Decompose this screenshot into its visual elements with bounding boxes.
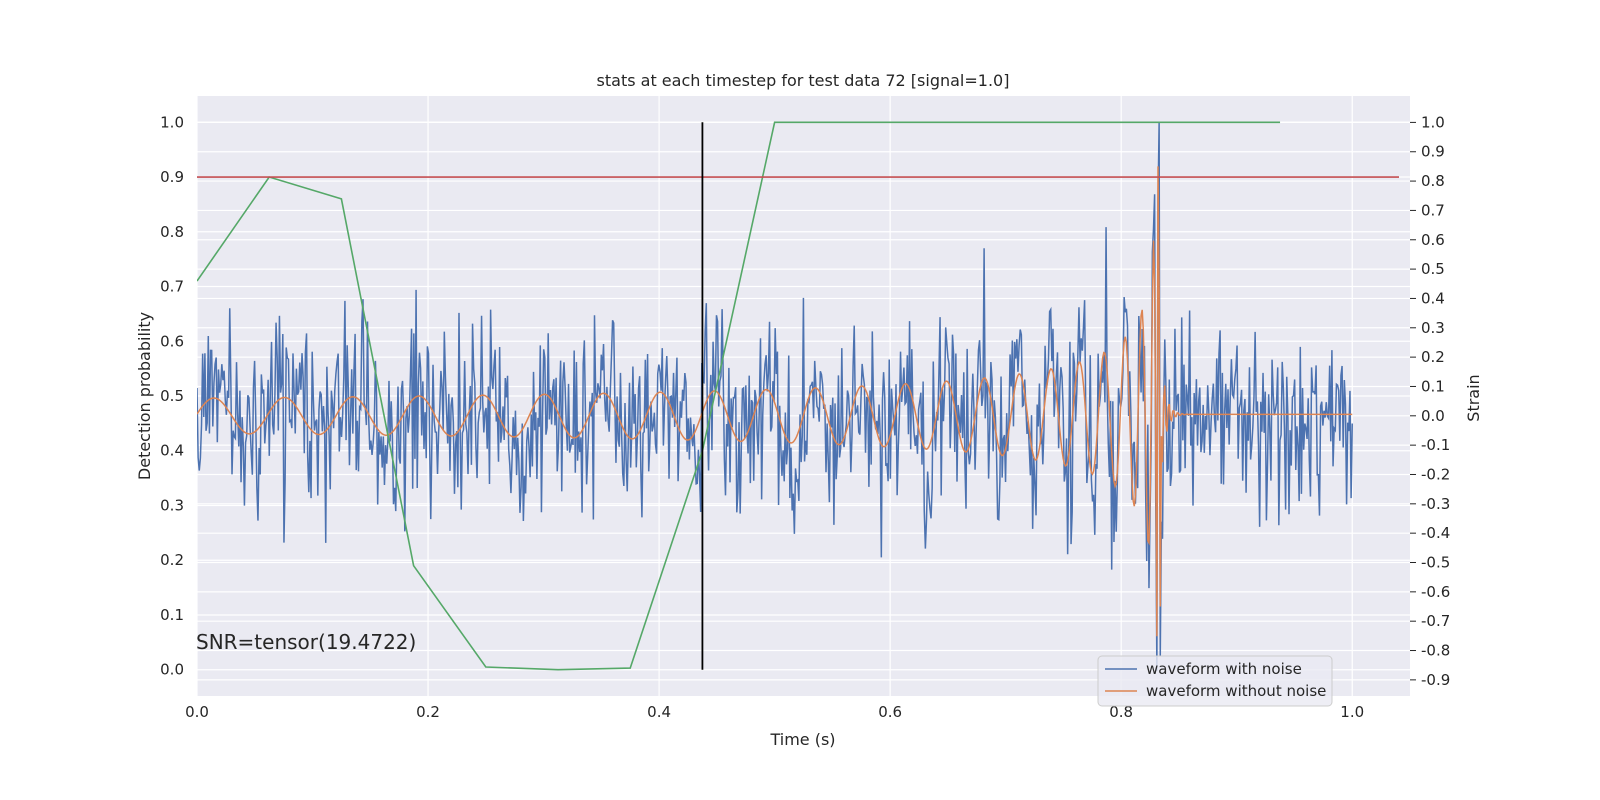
y-right-tick-label-5: -0.4	[1421, 524, 1450, 542]
y-axis-label-left: Detection probability	[135, 312, 154, 480]
y-right-tick-label-15: 0.6	[1421, 231, 1445, 249]
y-right-tick-label-11: 0.2	[1421, 348, 1445, 366]
series-waveform-without-noise	[197, 166, 1353, 637]
x-axis-label: Time (s)	[769, 730, 835, 749]
y-left-tick-label-8: 0.8	[160, 223, 184, 241]
y-right-tick-label-6: -0.3	[1421, 495, 1450, 513]
y-left-tick-label-9: 0.9	[160, 168, 184, 186]
y-left-tick-label-2: 0.2	[160, 551, 184, 569]
y-right-tick-label-2: -0.7	[1421, 612, 1450, 630]
legend: waveform with noise waveform without noi…	[1097, 655, 1333, 707]
series-layer	[197, 121, 1399, 671]
y-left-tick-label-6: 0.6	[160, 332, 184, 350]
y-right-tick-label-13: 0.4	[1421, 289, 1445, 307]
y-right-tick-label-19: 1.0	[1421, 113, 1445, 131]
x-tick-label-2: 0.4	[647, 703, 671, 721]
y-right-tick-label-10: 0.1	[1421, 377, 1445, 395]
x-tick-label-5: 1.0	[1340, 703, 1364, 721]
y-right-tick-label-16: 0.7	[1421, 201, 1445, 219]
ticks: 0.0 0.2 0.4 0.6 0.8 1.0 0.0 0.1 0.2 0.3 0.4 0.5 0.6 0…	[160, 113, 1450, 721]
grid	[196, 96, 1410, 696]
y-right-tick-label-9: 0.0	[1421, 407, 1445, 425]
series-detection-probability	[197, 121, 1281, 671]
y-right-tick-label-8: -0.1	[1421, 436, 1450, 454]
legend-label-noise: waveform with noise	[1146, 660, 1302, 678]
y-right-tick-label-18: 0.9	[1421, 143, 1445, 161]
y-right-tick-label-4: -0.5	[1421, 554, 1450, 572]
x-tick-label-4: 0.8	[1109, 703, 1133, 721]
legend-label-clean: waveform without noise	[1146, 682, 1326, 700]
chart-title: stats at each timestep for test data 72 …	[597, 71, 1010, 90]
y-axis-label-right: Strain	[1464, 374, 1483, 421]
y-left-tick-label-1: 0.1	[160, 606, 184, 624]
y-right-tick-label-12: 0.3	[1421, 319, 1445, 337]
y-right-tick-label-7: -0.2	[1421, 465, 1450, 483]
x-tick-label-0: 0.0	[185, 703, 209, 721]
legend-box	[1097, 655, 1333, 707]
y-right-tick-label-17: 0.8	[1421, 172, 1445, 190]
y-right-tick-label-0: -0.9	[1421, 671, 1450, 689]
y-right-tick-label-3: -0.6	[1421, 583, 1450, 601]
y-left-tick-label-7: 0.7	[160, 278, 184, 296]
y-left-tick-label-10: 1.0	[160, 113, 184, 131]
y-right-tick-label-14: 0.5	[1421, 260, 1445, 278]
y-left-tick-label-0: 0.0	[160, 661, 184, 679]
y-right-tick-label-1: -0.8	[1421, 642, 1450, 660]
y-left-tick-label-5: 0.5	[160, 387, 184, 405]
y-left-tick-label-4: 0.4	[160, 442, 184, 460]
x-tick-label-1: 0.2	[416, 703, 440, 721]
y-left-tick-label-3: 0.3	[160, 496, 184, 514]
snr-annotation: SNR=tensor(19.4722)	[196, 630, 416, 654]
x-tick-label-3: 0.6	[878, 703, 902, 721]
